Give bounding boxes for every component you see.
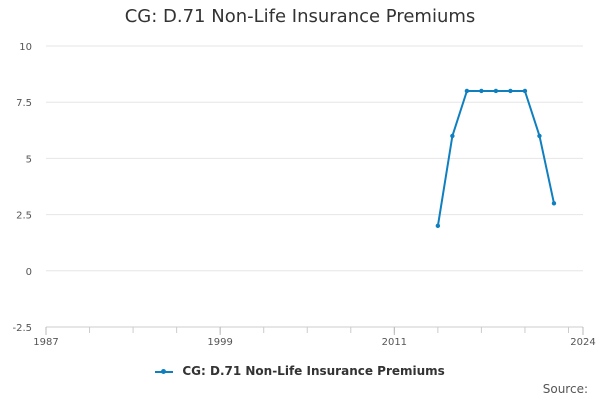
y-tick-label: 7.5 bbox=[16, 98, 32, 109]
y-tick-label: 0 bbox=[26, 267, 32, 278]
data-point[interactable] bbox=[537, 133, 542, 139]
y-tick-label: 10 bbox=[19, 42, 32, 53]
axes bbox=[45, 326, 584, 335]
data-point[interactable] bbox=[551, 201, 557, 206]
data-point[interactable] bbox=[435, 223, 441, 229]
x-tick-label: 1999 bbox=[207, 337, 232, 348]
y-axis-ticks: -2.5 0 2.5 5 7.5 10 bbox=[12, 42, 32, 334]
source-label: Source: bbox=[542, 382, 588, 396]
y-tick-label: 2.5 bbox=[16, 211, 32, 222]
legend[interactable]: CG: D.71 Non-Life Insurance Premiums bbox=[0, 364, 600, 378]
data-point[interactable] bbox=[493, 88, 499, 94]
data-point[interactable] bbox=[522, 88, 528, 94]
x-tick-label: 1987 bbox=[33, 337, 58, 348]
data-point[interactable] bbox=[450, 133, 455, 139]
data-point[interactable] bbox=[479, 88, 484, 94]
legend-swatch-icon bbox=[155, 368, 174, 374]
x-tick-label: 2024 bbox=[570, 337, 595, 348]
series-group bbox=[435, 88, 557, 229]
y-tick-label: -2.5 bbox=[12, 323, 32, 334]
chart-title: CG: D.71 Non-Life Insurance Premiums bbox=[124, 6, 476, 27]
data-point[interactable] bbox=[464, 88, 470, 94]
x-axis-ticks: 1987 1999 2011 2024 bbox=[33, 337, 595, 348]
x-tick-label: 2011 bbox=[382, 337, 407, 348]
grid-lines bbox=[46, 45, 583, 328]
y-tick-label: 5 bbox=[26, 154, 32, 165]
data-point[interactable] bbox=[508, 88, 513, 94]
legend-label: CG: D.71 Non-Life Insurance Premiums bbox=[182, 364, 445, 378]
